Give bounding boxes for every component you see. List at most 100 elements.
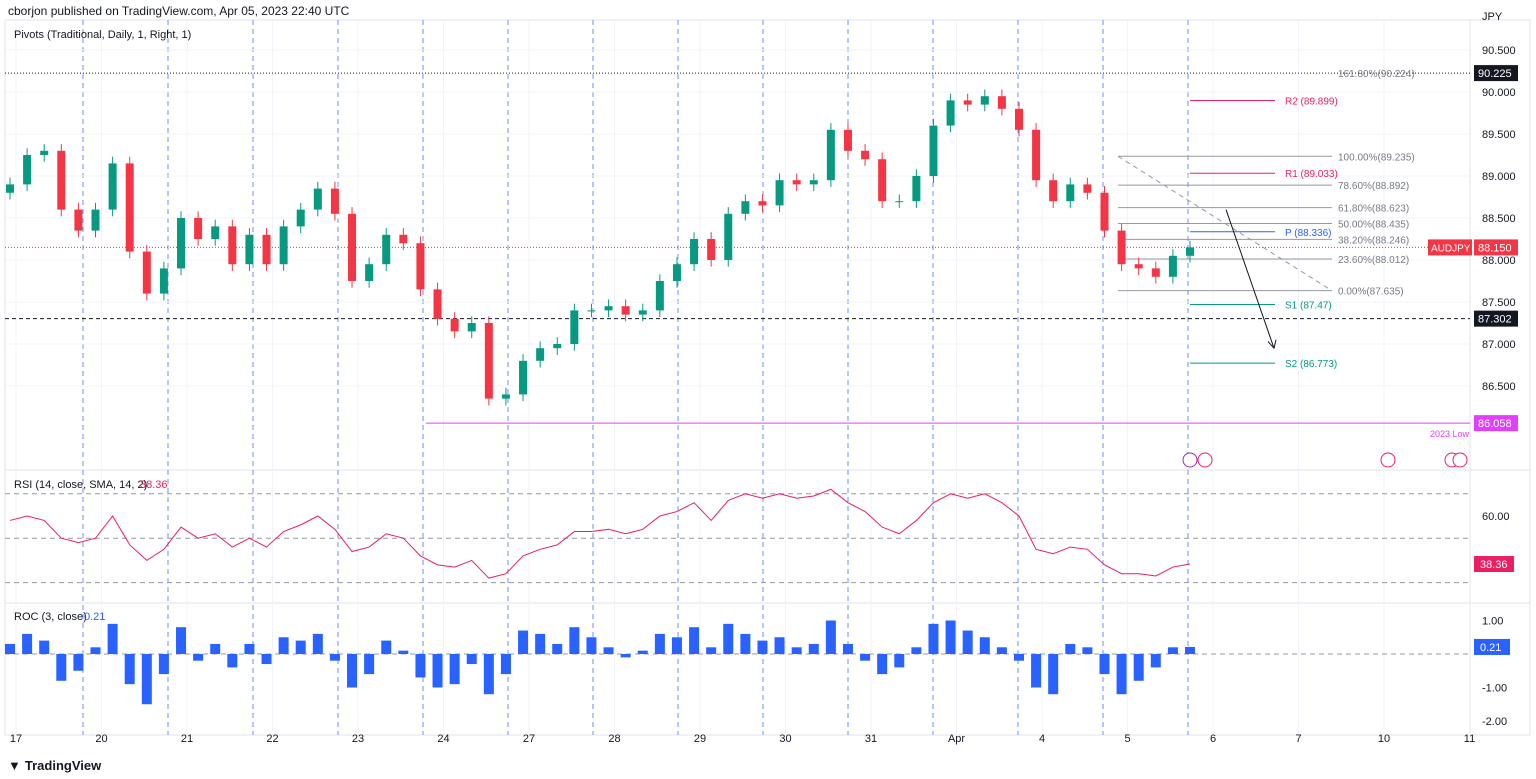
price-tick-label: 87.500 (1482, 297, 1516, 309)
candle (570, 310, 579, 344)
roc-bar (740, 633, 751, 654)
candle (638, 310, 647, 315)
candle (382, 234, 391, 265)
roc-bar (347, 654, 358, 688)
candle (519, 360, 528, 395)
tradingview-logo[interactable]: ▼ TradingView (8, 758, 101, 773)
roc-bar (1133, 654, 1144, 681)
roc-value: 0.21 (84, 611, 105, 623)
roc-badge (1474, 638, 1510, 655)
roc-bar (227, 654, 238, 668)
x-tick-label: 21 (181, 733, 193, 745)
x-tick-label: 23 (352, 733, 364, 745)
pivot-label: S2 (86.773) (1285, 359, 1337, 370)
fib-level-label: 0.00%(87.635) (1338, 287, 1404, 298)
roc-bar (329, 654, 340, 661)
candle (536, 348, 545, 361)
roc-bar (466, 654, 477, 665)
roc-tick-label: -2.00 (1482, 716, 1507, 728)
roc-bar (124, 654, 135, 685)
roc-bar (141, 654, 152, 705)
candle (416, 243, 425, 290)
level-price-badge (1474, 65, 1518, 82)
roc-bar (569, 627, 580, 654)
roc-bar (654, 633, 665, 654)
candle (1100, 192, 1109, 231)
candle (912, 176, 921, 202)
candle (621, 306, 630, 315)
candle (228, 226, 237, 265)
candle (501, 394, 510, 399)
fib-level-label: 161.80%(90.224) (1338, 69, 1415, 80)
candle (125, 163, 134, 252)
event-marker-icon (1380, 452, 1396, 468)
roc-bar (261, 654, 272, 665)
event-marker-icon (1182, 452, 1198, 468)
roc-bar (774, 637, 785, 654)
roc-bar (1099, 654, 1110, 675)
roc-bar (979, 637, 990, 654)
roc-bar (210, 643, 221, 654)
roc-bar (1082, 647, 1093, 654)
x-tick-label: 7 (1295, 733, 1301, 745)
x-tick-label: 24 (437, 733, 449, 745)
x-tick-label: 5 (1124, 733, 1130, 745)
roc-bar (73, 654, 84, 671)
roc-bar (1048, 654, 1059, 695)
roc-bar (22, 633, 33, 654)
candle (23, 155, 32, 185)
candle (484, 323, 493, 399)
fib-level-label: 50.00%(88.435) (1338, 219, 1409, 230)
candle (690, 239, 699, 265)
candle (1032, 129, 1041, 181)
roc-bar (193, 654, 204, 661)
roc-bar (1013, 654, 1024, 661)
candle (6, 184, 14, 193)
pivot-label: R1 (89.033) (1285, 169, 1338, 180)
price-tick-label: 88.500 (1482, 213, 1516, 225)
x-tick-label: Apr (948, 733, 965, 745)
candle (980, 96, 989, 105)
rsi-title: RSI (14, close, SMA, 14, 2) (14, 479, 147, 491)
event-marker-icon (1452, 452, 1468, 468)
symbol-badge (1428, 239, 1472, 256)
roc-bar (996, 647, 1007, 654)
roc-bar (689, 627, 700, 654)
x-tick-label: 31 (865, 733, 877, 745)
roc-bar (449, 654, 460, 685)
roc-bar (500, 654, 511, 675)
roc-bar (1167, 647, 1178, 654)
roc-bar (56, 654, 67, 681)
candle (91, 209, 100, 231)
chart-frame (4, 19, 1531, 736)
candle (296, 209, 305, 227)
candle (1168, 255, 1177, 277)
currency-label: JPY (1482, 11, 1503, 23)
candle (809, 180, 818, 185)
roc-badge-label: 0.21 (1480, 642, 1501, 654)
candle (792, 180, 801, 185)
fib-level-label: 78.60%(88.892) (1338, 181, 1409, 192)
last-price-label: 88.150 (1478, 242, 1512, 254)
candle (775, 180, 784, 206)
x-tick-label: 28 (608, 733, 620, 745)
roc-bar (90, 647, 101, 654)
level-note: 2023 Low (1430, 429, 1470, 439)
roc-bar (671, 637, 682, 654)
arrow-head-icon (1267, 339, 1277, 350)
x-tick-label: 17 (10, 733, 22, 745)
x-tick-label: 22 (266, 733, 278, 745)
x-tick-label: 27 (523, 733, 535, 745)
roc-bar (860, 654, 871, 661)
roc-bar (483, 654, 494, 695)
roc-bar (107, 623, 118, 654)
candle (348, 213, 357, 281)
price-tick-label: 89.000 (1482, 171, 1516, 183)
x-tick-label: 10 (1378, 733, 1390, 745)
candle (724, 213, 733, 260)
pivot-label: S1 (87.47) (1285, 301, 1332, 312)
roc-bar (877, 654, 888, 675)
candle (433, 289, 442, 319)
candle (159, 268, 168, 294)
